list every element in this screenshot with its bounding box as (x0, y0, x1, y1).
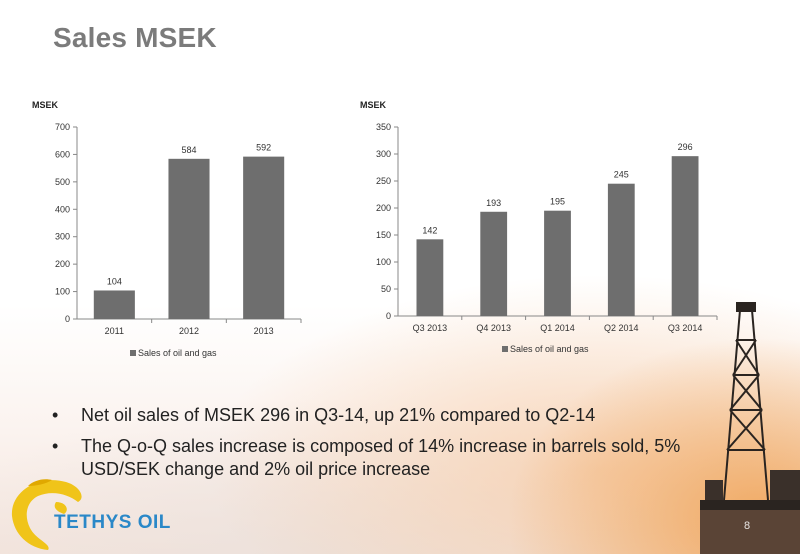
bullet-symbol: • (52, 436, 59, 456)
y-axis-label: MSEK (360, 100, 387, 110)
data-label: 245 (614, 170, 629, 180)
y-tick-label: 150 (376, 230, 391, 240)
y-tick-label: 0 (386, 311, 391, 321)
y-tick-label: 300 (376, 149, 391, 159)
page-number: 8 (744, 520, 751, 532)
y-axis-label: MSEK (32, 100, 59, 110)
y-tick-label: 250 (376, 176, 391, 186)
y-tick-label: 0 (65, 314, 70, 324)
legend-swatch (502, 346, 508, 352)
x-tick-label: Q4 2013 (476, 323, 511, 333)
y-tick-label: 100 (376, 257, 391, 267)
data-label: 584 (181, 145, 196, 155)
y-tick-label: 700 (55, 122, 70, 132)
y-tick-label: 200 (55, 259, 70, 269)
bullet-item: • The Q-o-Q sales increase is composed o… (52, 435, 752, 481)
data-label: 592 (256, 143, 271, 153)
logo-text: TETHYS OIL (54, 512, 171, 533)
x-tick-label: 2011 (105, 326, 124, 336)
data-label: 104 (107, 276, 122, 286)
data-label: 142 (422, 225, 437, 235)
bullet-symbol: • (52, 405, 59, 425)
x-tick-label: 2012 (179, 326, 199, 336)
x-tick-label: Q1 2014 (540, 323, 575, 333)
bar (168, 158, 210, 319)
y-tick-label: 100 (55, 287, 70, 297)
bullet-list: • Net oil sales of MSEK 296 in Q3-14, up… (52, 404, 752, 489)
company-logo: TETHYS OIL (8, 472, 178, 552)
data-label: 195 (550, 197, 565, 207)
y-tick-label: 400 (55, 204, 70, 214)
legend-entry: Sales of oil and gas (138, 348, 217, 358)
y-tick-label: 600 (55, 149, 70, 159)
bullet-text: Net oil sales of MSEK 296 in Q3-14, up 2… (81, 405, 596, 425)
bar (607, 183, 635, 316)
drilling-rig-image (700, 302, 800, 554)
globe-icon (11, 479, 82, 550)
bar (480, 211, 508, 316)
bar (544, 210, 571, 316)
bar (671, 156, 699, 316)
x-tick-label: Q3 2014 (668, 323, 703, 333)
y-tick-label: 200 (376, 203, 391, 213)
page-title: Sales MSEK (53, 22, 217, 53)
y-tick-label: 350 (376, 122, 391, 132)
bullet-item: • Net oil sales of MSEK 296 in Q3-14, up… (52, 404, 752, 427)
x-tick-label: Q2 2014 (604, 323, 639, 333)
x-tick-label: Q3 2013 (413, 323, 448, 333)
y-tick-label: 50 (381, 284, 391, 294)
x-tick-label: 2013 (254, 326, 274, 336)
data-label: 193 (486, 198, 501, 208)
y-tick-label: 300 (55, 232, 70, 242)
y-tick-label: 500 (55, 177, 70, 187)
bar (416, 239, 444, 316)
bullet-text: The Q-o-Q sales increase is composed of … (81, 436, 681, 479)
bar (93, 290, 135, 319)
bar (243, 156, 285, 319)
legend-swatch (130, 350, 136, 356)
legend-entry: Sales of oil and gas (510, 344, 589, 354)
data-label: 296 (678, 142, 693, 152)
